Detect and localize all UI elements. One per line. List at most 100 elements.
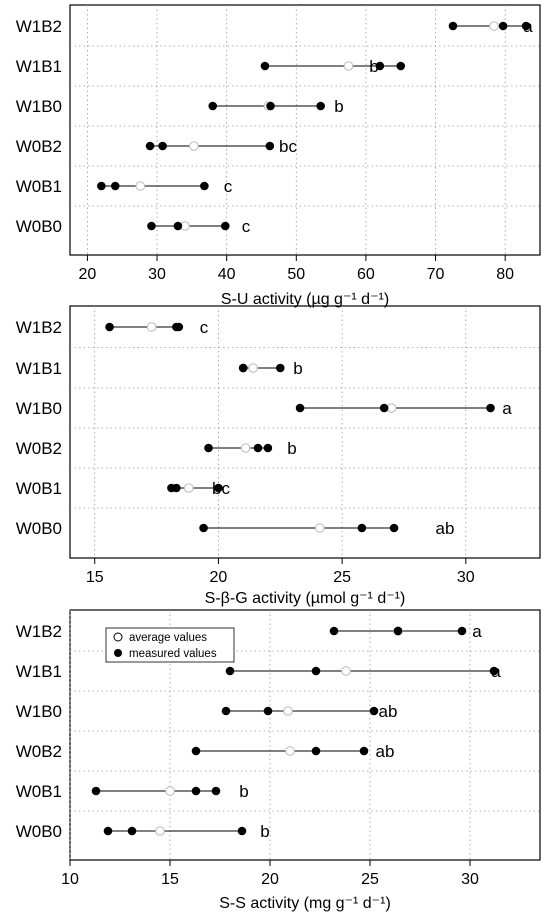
measured-point — [379, 403, 389, 413]
category-label: W0B1 — [16, 782, 62, 801]
measured-point — [204, 443, 213, 453]
measured-point — [220, 221, 230, 231]
significance-letter: b — [293, 359, 302, 378]
category-label: W1B1 — [16, 662, 62, 681]
measured-point — [97, 181, 106, 191]
measured-point — [103, 826, 113, 836]
x-tick-label: 30 — [148, 266, 166, 283]
average-point — [386, 403, 397, 413]
chart-panel-1: 20 30 40 50 60 70 80 S-U activity (µg g⁻¹ d⁻¹) W… — [16, 4, 541, 308]
x-tick-label: 70 — [427, 266, 445, 283]
measured-point — [158, 141, 167, 151]
measured-point — [260, 61, 270, 71]
measured-point — [211, 786, 221, 796]
significance-letter: a — [523, 17, 533, 36]
significance-letter: a — [491, 662, 501, 681]
significance-letter: c — [224, 177, 233, 196]
measured-point — [237, 826, 247, 836]
average-point — [343, 61, 354, 71]
x-tick-label: 20 — [79, 266, 97, 283]
measured-point — [173, 221, 183, 231]
legend-average-label: average values — [129, 632, 207, 644]
category-label: W1B1 — [16, 359, 62, 378]
measured-point — [457, 626, 467, 636]
legend-measured-label: measured values — [129, 648, 217, 660]
significance-letter: ab — [436, 519, 455, 538]
measured-point — [369, 706, 379, 716]
category-label: W0B0 — [16, 519, 62, 538]
x-tick-label: 80 — [496, 266, 514, 283]
measured-point — [311, 746, 321, 756]
measured-point — [208, 101, 218, 111]
significance-letter: b — [334, 97, 343, 116]
category-label: W1B0 — [16, 702, 62, 721]
measured-point — [295, 403, 305, 413]
measured-point — [311, 666, 321, 676]
category-label: W0B2 — [16, 742, 62, 761]
category-label: W0B1 — [16, 479, 62, 498]
chart-panel-2: 15 20 25 30 S-β-G activity (µmol g⁻¹ d⁻¹) W1B… — [16, 305, 541, 607]
plot-frame — [69, 4, 541, 256]
x-axis-label: S-β-G activity (µmol g⁻¹ d⁻¹) — [205, 590, 406, 607]
x-tick-label: 15 — [86, 569, 104, 586]
average-point — [183, 483, 194, 493]
category-label: W0B1 — [16, 177, 62, 196]
x-tick-label: 25 — [361, 871, 379, 888]
measured-point — [172, 483, 181, 493]
significance-letter: ab — [379, 702, 398, 721]
x-tick-label: 40 — [218, 266, 236, 283]
x-tick-label: 10 — [61, 871, 79, 888]
average-point — [489, 21, 499, 31]
average-point — [146, 322, 157, 332]
significance-letter: a — [472, 622, 482, 641]
category-label: W1B0 — [16, 399, 62, 418]
x-tick-label: 60 — [357, 266, 375, 283]
x-axis-label: S-S activity (mg g⁻¹ d⁻¹) — [219, 895, 391, 912]
measured-point — [200, 181, 209, 191]
category-label: W1B1 — [16, 57, 62, 76]
category-label: W0B0 — [16, 822, 62, 841]
category-label: W1B0 — [16, 97, 62, 116]
chart-panel-3: 10 15 20 25 30 S-S activity (mg g⁻¹ d⁻¹) W1B2 a… — [16, 609, 541, 912]
category-label: W1B2 — [16, 622, 62, 641]
measured-point — [191, 746, 201, 756]
legend: average values measured values — [105, 627, 235, 663]
average-point — [189, 141, 199, 151]
measured-point — [91, 786, 101, 796]
category-label: W0B2 — [16, 137, 62, 156]
measured-point — [359, 746, 369, 756]
category-label: W1B2 — [16, 318, 62, 337]
measured-point — [253, 443, 263, 453]
significance-letter: bc — [279, 137, 297, 156]
average-point — [315, 523, 325, 533]
measured-point — [265, 141, 275, 151]
significance-letter: b — [287, 439, 296, 458]
x-tick-label: 50 — [287, 266, 305, 283]
measured-point — [191, 786, 201, 796]
measured-point — [275, 363, 285, 373]
measured-point — [145, 141, 155, 151]
average-point — [155, 826, 165, 836]
significance-letter: c — [242, 217, 251, 236]
measured-point — [238, 363, 248, 373]
legend-average-marker — [113, 632, 123, 642]
x-tick-label: 30 — [457, 569, 475, 586]
measured-point — [105, 322, 114, 332]
category-label: W1B2 — [16, 17, 62, 36]
significance-letter: ab — [376, 742, 395, 761]
measured-point — [393, 626, 403, 636]
significance-letter: b — [369, 57, 378, 76]
legend-box — [105, 627, 235, 663]
measured-point — [357, 523, 367, 533]
significance-letter: bc — [212, 479, 230, 498]
average-point — [283, 706, 293, 716]
measured-point — [498, 21, 508, 31]
average-point — [240, 443, 251, 453]
average-point — [135, 181, 146, 191]
measured-point — [375, 61, 385, 71]
x-tick-label: 25 — [333, 569, 351, 586]
measured-point — [110, 181, 120, 191]
significance-letter: a — [502, 399, 512, 418]
x-tick-label: 30 — [461, 871, 479, 888]
